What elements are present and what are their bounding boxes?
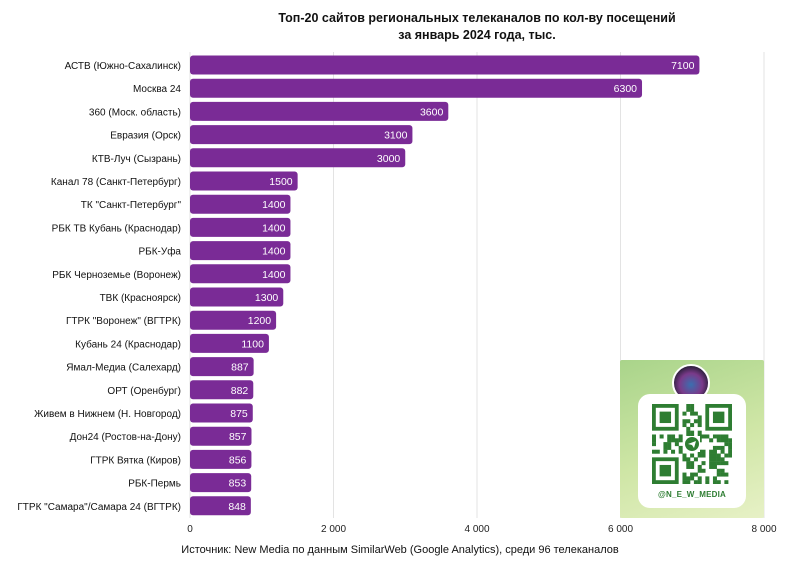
bar [190,194,291,214]
category-label: 360 (Моск. область) [89,106,181,118]
bar [190,148,406,168]
bar [190,101,449,121]
category-label: Евразия (Орск) [110,131,181,142]
bar-value-label: 7100 [671,60,695,72]
bar-value-label: 6300 [614,83,638,95]
category-label: Дон24 (Ростов-на-Дону) [70,432,181,443]
bar [190,449,252,469]
category-label: ГТРК "Самара"/Самара 24 (ВГТРК) [17,502,181,513]
bar [190,333,269,353]
bar-value-label: 3100 [384,130,408,142]
bars: 7100 6300 3600 3100 3000 1500 1400 1400 1400 1400… [190,55,700,516]
bar-value-label: 1400 [262,222,286,234]
category-label: ОРТ (Оренбург) [107,385,181,397]
bar-value-label: 1200 [248,315,272,327]
qr-code-icon [652,404,732,484]
category-label: Москва 24 [133,84,181,95]
bar [190,357,254,377]
chart-title-line-1: Топ-20 сайтов региональных телеканалов п… [278,11,676,25]
qr-panel: @N_E_W_MEDIA [638,394,746,508]
chart-title: Топ-20 сайтов региональных телеканалов п… [190,10,764,44]
bar [190,426,252,446]
chart-title-line-2: за январь 2024 года, тыс. [398,28,556,42]
category-label: ГТРК "Воронеж" (ВГТРК) [66,316,181,327]
bar [190,264,291,284]
bar-value-label: 857 [229,431,247,443]
bar [190,310,277,330]
category-label: РБК-Пермь [128,479,181,490]
bar [190,241,291,261]
category-label: Ямал-Медиа (Салехард) [66,363,181,374]
bar [190,78,643,98]
category-label: Живем в Нижнем (Н. Новгород) [34,409,181,420]
bar-value-label: 1400 [262,199,286,211]
bar-value-label: 887 [231,362,249,374]
category-label: ТВК (Красноярск) [100,293,181,304]
x-axis-tick-labels: 0 2 000 4 000 6 000 8 000 [187,524,777,535]
category-label: РБК-Уфа [138,246,181,258]
bar-value-label: 848 [228,501,246,513]
x-tick-label: 6 000 [608,524,633,535]
category-label: Канал 78 (Санкт-Петербург) [51,176,181,188]
bar [190,380,254,400]
category-label: АСТВ (Южно-Сахалинск) [65,61,181,72]
category-label: Кубань 24 (Краснодар) [75,338,181,350]
bar-value-label: 882 [231,385,249,397]
bar [190,496,251,516]
bar-value-label: 856 [229,454,247,466]
x-tick-label: 0 [187,524,193,535]
bar-value-label: 3000 [377,153,401,165]
bar [190,217,291,237]
bar-value-label: 1400 [262,246,286,258]
category-labels: АСТВ (Южно-Сахалинск) Москва 24 360 (Моск.… [17,61,181,513]
telegram-qr-card[interactable]: @N_E_W_MEDIA [620,360,764,518]
source-note: Источник: New Media по данным SimilarWeb… [181,544,619,556]
bar-value-label: 875 [230,408,248,420]
x-tick-label: 8 000 [751,524,776,535]
bar-value-label: 1400 [262,269,286,281]
bar [190,55,700,75]
bar-value-label: 1300 [255,292,279,304]
bar-value-label: 1100 [241,338,264,350]
category-label: РБК Черноземье (Воронеж) [52,270,181,281]
bar [190,171,298,191]
category-label: ТК "Санкт-Петербург" [81,199,182,211]
x-tick-label: 2 000 [321,524,346,535]
bar-value-label: 3600 [420,106,444,118]
category-label: КТВ-Луч (Сызрань) [92,154,181,165]
bar-value-label: 853 [229,478,247,490]
bar [190,473,252,493]
channel-handle: @N_E_W_MEDIA [658,490,726,499]
bar [190,403,253,423]
category-label: ГТРК Вятка (Киров) [90,455,181,466]
bar [190,287,284,307]
category-label: РБК ТВ Кубань (Краснодар) [52,222,181,234]
bar [190,125,413,145]
bar-value-label: 1500 [269,176,293,188]
x-tick-label: 4 000 [464,524,489,535]
